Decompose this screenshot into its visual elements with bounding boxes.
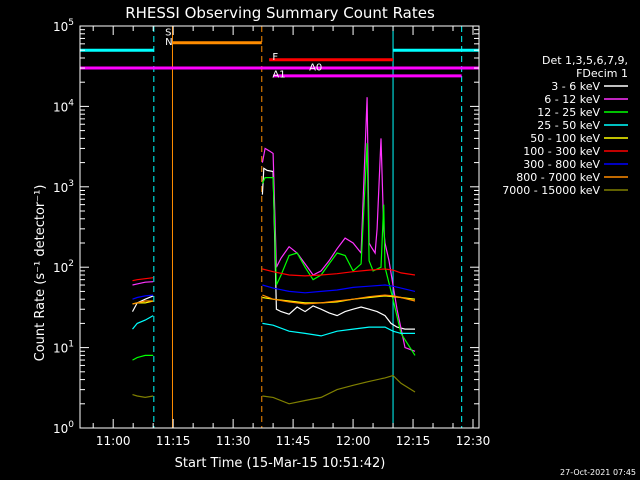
render-timestamp: 27-Oct-2021 07:45	[560, 468, 636, 477]
legend-label-50-100-kev: 50 - 100 keV	[530, 132, 600, 145]
y-tick-exponent: 4	[68, 98, 74, 108]
flag-label-f: F	[272, 52, 278, 63]
x-axis-label: Start Time (15-Mar-15 10:51:42)	[175, 456, 386, 471]
series-line-100-300-kev-0	[132, 277, 154, 282]
x-tick-label: 11:45	[276, 434, 311, 448]
series-line-25-50-kev-0	[132, 315, 154, 330]
x-tick-label: 11:30	[216, 434, 251, 448]
legend-header-line-0: Det 1,3,5,6,7,9,	[542, 54, 628, 67]
flag-label-a1: A1	[272, 69, 285, 80]
series-line-300-800-kev-1	[262, 284, 416, 294]
flag-label-a0: A0	[309, 62, 322, 73]
legend-label-6-12-kev: 6 - 12 keV	[544, 93, 600, 106]
flag-label-n: N	[165, 37, 172, 48]
series-line-6-12-kev-1	[261, 97, 416, 352]
legend-label-12-25-kev: 12 - 25 keV	[537, 106, 600, 119]
y-axis-label: Count Rate (s⁻¹ detector⁻¹)	[33, 185, 48, 362]
data-layer: SN F A0 A1	[80, 26, 479, 428]
y-tick-exponent: 5	[68, 18, 74, 28]
y-tick-exponent: 1	[68, 340, 74, 350]
plot-frame	[79, 25, 480, 429]
series-line-7000-15000-kev-0	[132, 394, 154, 399]
series-line-25-50-kev-1	[262, 322, 415, 337]
series-line-12-25-kev-1	[261, 143, 416, 356]
series-line-800-7000-kev-1	[262, 294, 416, 305]
y-tick-exponent: 2	[68, 259, 74, 269]
y-tick-exponent: 0	[68, 420, 74, 430]
series-line-7000-15000-kev-1	[262, 374, 416, 405]
series-line-100-300-kev-1	[262, 268, 416, 277]
x-tick-label: 11:15	[156, 434, 191, 448]
chart-title: RHESSI Observing Summary Count Rates	[125, 4, 435, 22]
legend-label-3-6-kev: 3 - 6 keV	[551, 80, 600, 93]
legend-label-25-50-kev: 25 - 50 keV	[537, 119, 600, 132]
x-tick-label: 12:15	[396, 434, 431, 448]
legend-label-7000-15000-kev: 7000 - 15000 keV	[502, 184, 600, 197]
legend-label-300-800-kev: 300 - 800 keV	[523, 158, 600, 171]
legend-label-800-7000-kev: 800 - 7000 keV	[516, 171, 600, 184]
flag-label-s: S	[165, 28, 171, 39]
series-line-6-12-kev-0	[132, 281, 154, 286]
legend-label-100-300-kev: 100 - 300 keV	[523, 145, 600, 158]
legend-header-line-1: FDecim 1	[576, 67, 628, 80]
series-line-300-800-kev-0	[132, 294, 154, 300]
x-tick-label: 12:00	[336, 434, 371, 448]
series-line-800-7000-kev-0	[132, 300, 154, 305]
series-line-12-25-kev-0	[132, 354, 154, 361]
y-tick-exponent: 3	[68, 179, 74, 189]
x-tick-label: 12:30	[456, 434, 491, 448]
series-line-3-6-kev-0	[131, 295, 154, 312]
x-tick-label: 11:00	[96, 434, 131, 448]
